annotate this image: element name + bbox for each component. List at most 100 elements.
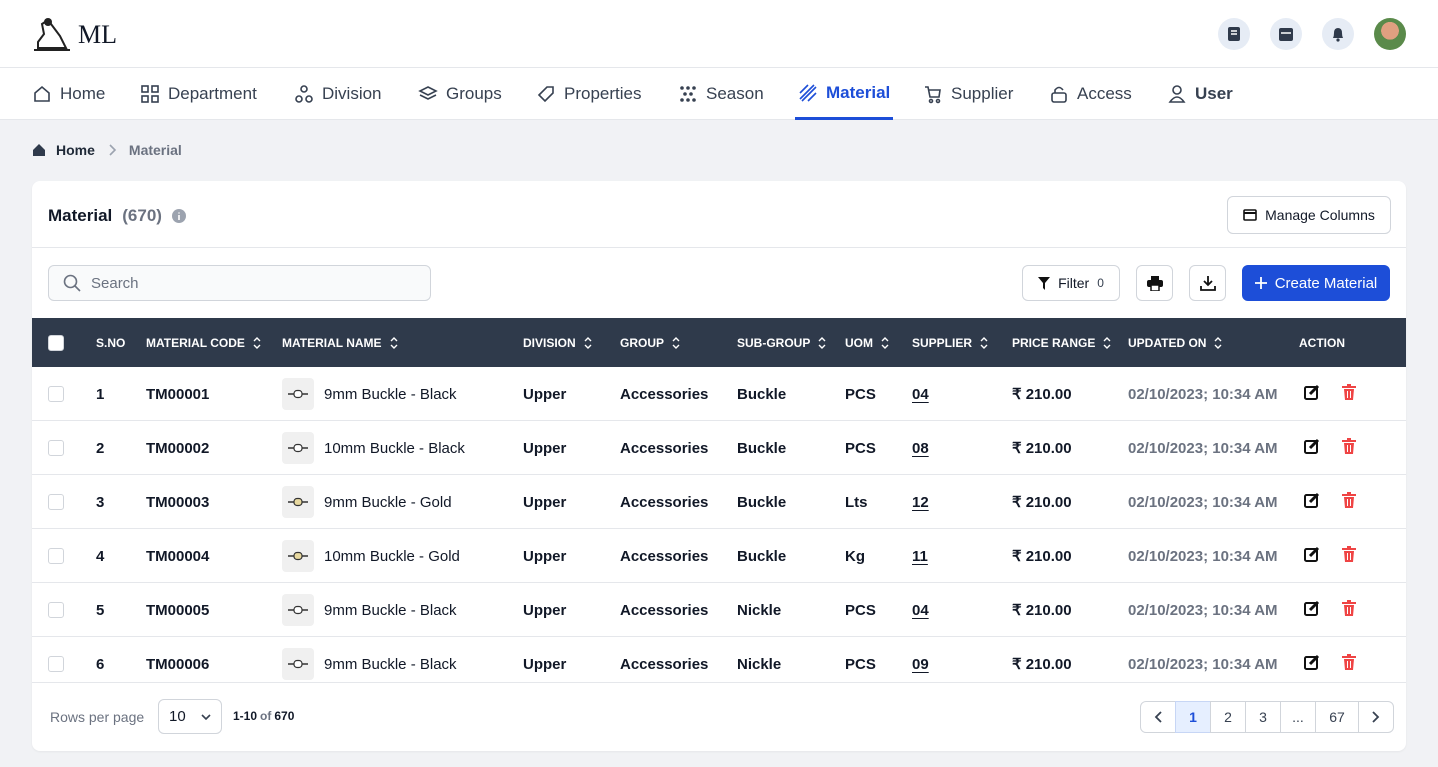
- sort-icon[interactable]: [390, 336, 398, 349]
- row-checkbox[interactable]: [48, 494, 64, 510]
- sort-icon[interactable]: [980, 336, 988, 349]
- column-header[interactable]: UPDATED ON: [1128, 318, 1222, 367]
- manage-columns-button[interactable]: Manage Columns: [1227, 196, 1391, 234]
- column-header[interactable]: GROUP: [620, 318, 680, 367]
- button-label: Create Material: [1274, 274, 1378, 292]
- cell-text: 5: [96, 601, 105, 619]
- edit-button[interactable]: [1304, 492, 1320, 512]
- table-cell: Nickle: [737, 637, 781, 682]
- sort-icon[interactable]: [1103, 336, 1111, 349]
- calendar-button[interactable]: [1270, 18, 1302, 50]
- supplier-link[interactable]: 08: [912, 439, 929, 457]
- column-header[interactable]: UOM: [845, 318, 889, 367]
- nav-item[interactable]: Division: [294, 68, 382, 120]
- nav-label: Supplier: [951, 84, 1014, 103]
- cell-text: Nickle: [737, 655, 782, 673]
- download-button[interactable]: [1189, 265, 1226, 301]
- nav-item[interactable]: User: [1167, 68, 1233, 120]
- column-header[interactable]: SUB-GROUP: [737, 318, 826, 367]
- delete-button[interactable]: [1342, 546, 1356, 566]
- filter-button[interactable]: Filter 0: [1022, 265, 1120, 301]
- page-button[interactable]: 67: [1315, 701, 1359, 733]
- row-checkbox[interactable]: [48, 440, 64, 456]
- nav-item[interactable]: Access: [1049, 68, 1132, 120]
- supplier-link[interactable]: 04: [912, 385, 929, 403]
- sort-icon[interactable]: [881, 336, 889, 349]
- info-icon[interactable]: [171, 209, 186, 223]
- delete-button[interactable]: [1342, 492, 1356, 512]
- delete-button[interactable]: [1342, 654, 1356, 674]
- sort-icon[interactable]: [672, 336, 680, 349]
- next-page-button[interactable]: [1358, 701, 1394, 733]
- sort-icon[interactable]: [1214, 336, 1222, 349]
- column-label: GROUP: [620, 335, 665, 350]
- supplier-link[interactable]: 09: [912, 655, 929, 673]
- avatar[interactable]: [1374, 18, 1406, 50]
- search-input[interactable]: Search: [48, 265, 431, 301]
- sort-icon[interactable]: [584, 336, 592, 349]
- nav-item[interactable]: Properties: [536, 68, 641, 120]
- prev-page-button[interactable]: [1140, 701, 1176, 733]
- edit-button[interactable]: [1304, 546, 1320, 566]
- rows-per-page-select[interactable]: 10: [158, 699, 222, 734]
- cell-text: ₹ 210.00: [1012, 440, 1072, 457]
- delete-button[interactable]: [1342, 438, 1356, 458]
- card-count: (670): [122, 206, 162, 225]
- edit-button[interactable]: [1304, 438, 1320, 458]
- table-cell: Accessories: [620, 367, 708, 421]
- page-button-active[interactable]: 1: [1175, 701, 1211, 733]
- column-header[interactable]: MATERIAL NAME: [282, 318, 398, 367]
- create-button[interactable]: Create Material: [1242, 265, 1390, 301]
- material-thumbnail: [282, 594, 314, 626]
- delete-button[interactable]: [1342, 384, 1356, 404]
- sort-icon[interactable]: [818, 336, 826, 349]
- table-cell: Accessories: [620, 421, 708, 475]
- nav-item[interactable]: Season: [678, 68, 764, 120]
- notes-button[interactable]: [1218, 18, 1250, 50]
- sort-icon[interactable]: [253, 336, 261, 349]
- table-cell: ₹ 210.00: [1012, 421, 1072, 475]
- column-header[interactable]: MATERIAL CODE: [146, 318, 261, 367]
- supplier-link[interactable]: 11: [912, 547, 928, 565]
- nav-item-active[interactable]: Material: [795, 68, 894, 120]
- table-cell: 10mm Buckle - Black: [282, 421, 465, 475]
- material-thumbnail: [282, 486, 314, 518]
- table-cell: Buckle: [737, 475, 786, 529]
- row-checkbox[interactable]: [48, 548, 64, 564]
- breadcrumb-item[interactable]: Home: [56, 142, 95, 158]
- nav-item[interactable]: Groups: [418, 68, 502, 120]
- nav-item[interactable]: Department: [140, 68, 257, 120]
- edit-button[interactable]: [1304, 600, 1320, 620]
- table-cell: 02/10/2023; 10:34 AM: [1128, 637, 1278, 682]
- table-cell: 08: [912, 421, 929, 475]
- nav-item[interactable]: Supplier: [923, 68, 1013, 120]
- page-button[interactable]: 2: [1210, 701, 1246, 733]
- row-checkbox[interactable]: [48, 386, 64, 402]
- select-all-checkbox[interactable]: [48, 334, 64, 351]
- supplier-link[interactable]: 12: [912, 493, 929, 511]
- nav-label: Season: [706, 84, 764, 103]
- table-cell: PCS: [845, 421, 876, 475]
- nav-item[interactable]: Home: [32, 68, 105, 120]
- notification-button[interactable]: [1322, 18, 1354, 50]
- cell-text: Buckle: [737, 439, 787, 457]
- table-cell: Upper: [523, 583, 566, 637]
- table-cell: 04: [912, 583, 929, 637]
- edit-button[interactable]: [1304, 654, 1320, 674]
- column-header[interactable]: PRICE RANGE: [1012, 318, 1111, 367]
- column-header[interactable]: DIVISION: [523, 318, 592, 367]
- table-cell: TM00004: [146, 529, 209, 583]
- row-checkbox[interactable]: [48, 602, 64, 618]
- delete-button[interactable]: [1342, 600, 1356, 620]
- supplier-link[interactable]: 04: [912, 601, 929, 619]
- table-cell: 10mm Buckle - Gold: [282, 529, 460, 583]
- page-button[interactable]: 3: [1245, 701, 1281, 733]
- column-header[interactable]: SUPPLIER: [912, 318, 988, 367]
- nav-label: Home: [60, 84, 106, 103]
- edit-button[interactable]: [1304, 384, 1320, 404]
- row-checkbox[interactable]: [48, 656, 64, 672]
- column-header: S.NO: [96, 318, 125, 367]
- nav-label: Division: [322, 84, 382, 103]
- row-select: [48, 583, 64, 637]
- print-button[interactable]: [1136, 265, 1173, 301]
